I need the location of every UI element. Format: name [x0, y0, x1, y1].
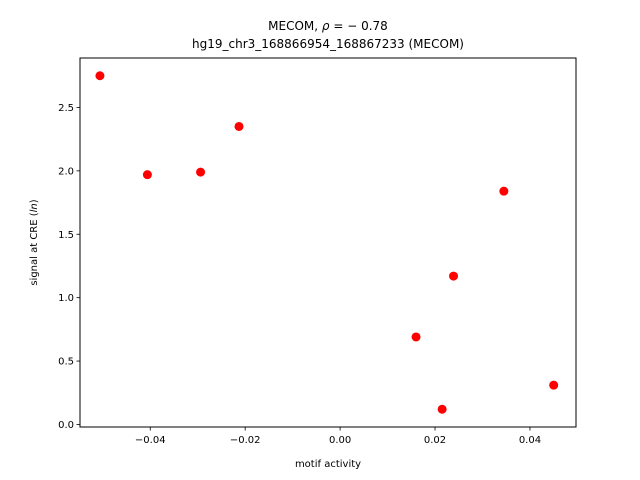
x-tick-label: 0.00: [329, 435, 351, 446]
y-tick-label: 2.5: [58, 103, 74, 114]
x-tick-label: 0.04: [519, 435, 541, 446]
y-axis-label: signal at CRE (ln): [29, 199, 40, 285]
y-tick-label: 0.0: [58, 420, 74, 431]
data-point: [499, 186, 509, 196]
data-point: [411, 332, 421, 342]
data-point: [234, 121, 244, 131]
plot-area: [95, 71, 559, 414]
y-tick-label: 2.0: [58, 166, 74, 177]
data-point: [437, 404, 447, 414]
y-tick-label: 0.5: [58, 357, 74, 368]
x-axis-label: motif activity: [295, 459, 361, 470]
data-point: [142, 170, 152, 180]
chart-title-line2: hg19_chr3_168866954_168867233 (MECOM): [192, 37, 464, 51]
x-tick-label: 0.02: [424, 435, 446, 446]
data-point: [196, 167, 206, 177]
plot-frame: [79, 57, 577, 428]
y-tick-label: 1.5: [58, 230, 74, 241]
y-axis-ticks: 0.0 0.5 1.0 1.5 2.0 2.5: [58, 103, 80, 431]
x-tick-label: −0.04: [135, 435, 166, 446]
data-point: [549, 380, 559, 390]
data-point: [95, 71, 105, 81]
data-point: [449, 271, 459, 281]
x-axis-ticks: −0.04 −0.02 0.00 0.02 0.04: [135, 427, 541, 446]
x-tick-label: −0.02: [230, 435, 261, 446]
chart-title-line1: MECOM, ρ = − 0.78: [268, 19, 388, 33]
y-tick-label: 1.0: [58, 293, 74, 304]
